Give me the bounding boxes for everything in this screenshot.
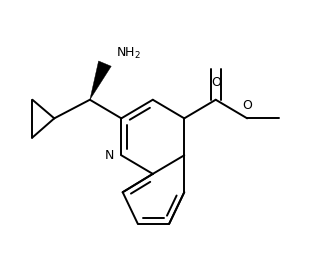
Text: O: O xyxy=(211,76,221,89)
Text: N: N xyxy=(104,149,114,162)
Polygon shape xyxy=(90,61,111,100)
Text: O: O xyxy=(242,99,252,112)
Text: NH$_2$: NH$_2$ xyxy=(116,46,141,61)
